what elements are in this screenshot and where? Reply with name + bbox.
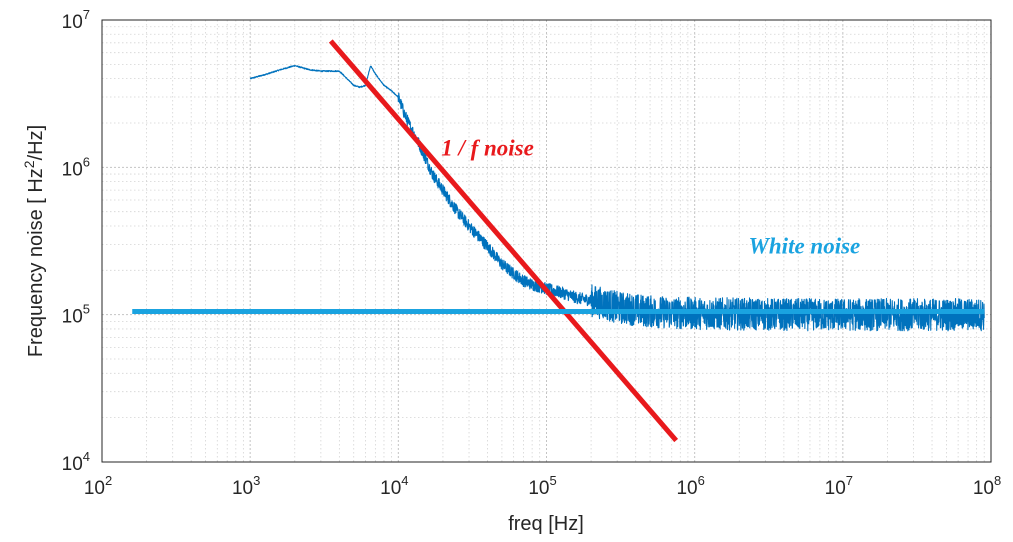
x-tick-label: 105 xyxy=(528,473,556,499)
x-axis-label: freq [Hz] xyxy=(508,513,584,535)
x-tick-label: 107 xyxy=(825,473,853,499)
measured-noise-trace xyxy=(249,64,985,332)
x-tick-label: 102 xyxy=(84,473,112,499)
y-tick-base: 10 xyxy=(62,159,83,180)
grid xyxy=(101,19,992,463)
x-tick-exp: 8 xyxy=(994,473,1001,488)
data-layer xyxy=(132,39,985,443)
x-tick-exp: 4 xyxy=(401,473,408,488)
y-tick-label: 104 xyxy=(62,449,90,475)
x-tick-base: 10 xyxy=(380,478,401,499)
x-tick-exp: 3 xyxy=(253,473,260,488)
y-tick-label: 106 xyxy=(62,154,90,180)
x-tick-base: 10 xyxy=(528,478,549,499)
y-axis-label-sup: 2 xyxy=(21,160,37,168)
y-tick-exp: 7 xyxy=(83,7,90,22)
x-tick-label: 108 xyxy=(973,473,1001,499)
y-axis-label: Frequency noise [ Hz2/Hz] xyxy=(21,125,47,357)
x-tick-base: 10 xyxy=(973,478,994,499)
plot-frame xyxy=(101,19,992,463)
x-tick-label: 106 xyxy=(676,473,704,499)
x-tick-exp: 7 xyxy=(846,473,853,488)
white-noise-annotation: White noise xyxy=(748,234,860,259)
x-tick-base: 10 xyxy=(84,478,105,499)
x-tick-label: 103 xyxy=(232,473,260,499)
x-tick-label: 104 xyxy=(380,473,408,499)
y-tick-base: 10 xyxy=(62,12,83,33)
y-axis-label-prefix: Frequency noise [ Hz xyxy=(25,168,47,357)
y-tick-label: 105 xyxy=(62,302,90,328)
y-tick-base: 10 xyxy=(62,307,83,328)
y-tick-exp: 6 xyxy=(83,154,90,169)
y-tick-exp: 4 xyxy=(83,449,90,464)
x-tick-base: 10 xyxy=(676,478,697,499)
x-tick-base: 10 xyxy=(232,478,253,499)
annotations: 1 / f noise White noise xyxy=(441,136,860,259)
one-over-f-annotation: 1 / f noise xyxy=(441,136,534,161)
x-tick-base: 10 xyxy=(825,478,846,499)
x-tick-exp: 5 xyxy=(549,473,556,488)
y-tick-label: 107 xyxy=(62,7,90,33)
x-tick-exp: 6 xyxy=(698,473,705,488)
x-tick-exp: 2 xyxy=(105,473,112,488)
y-tick-exp: 5 xyxy=(83,302,90,317)
one-over-f-fit-line xyxy=(328,39,679,443)
y-tick-base: 10 xyxy=(62,454,83,475)
y-axis-label-suffix: /Hz] xyxy=(25,125,47,161)
